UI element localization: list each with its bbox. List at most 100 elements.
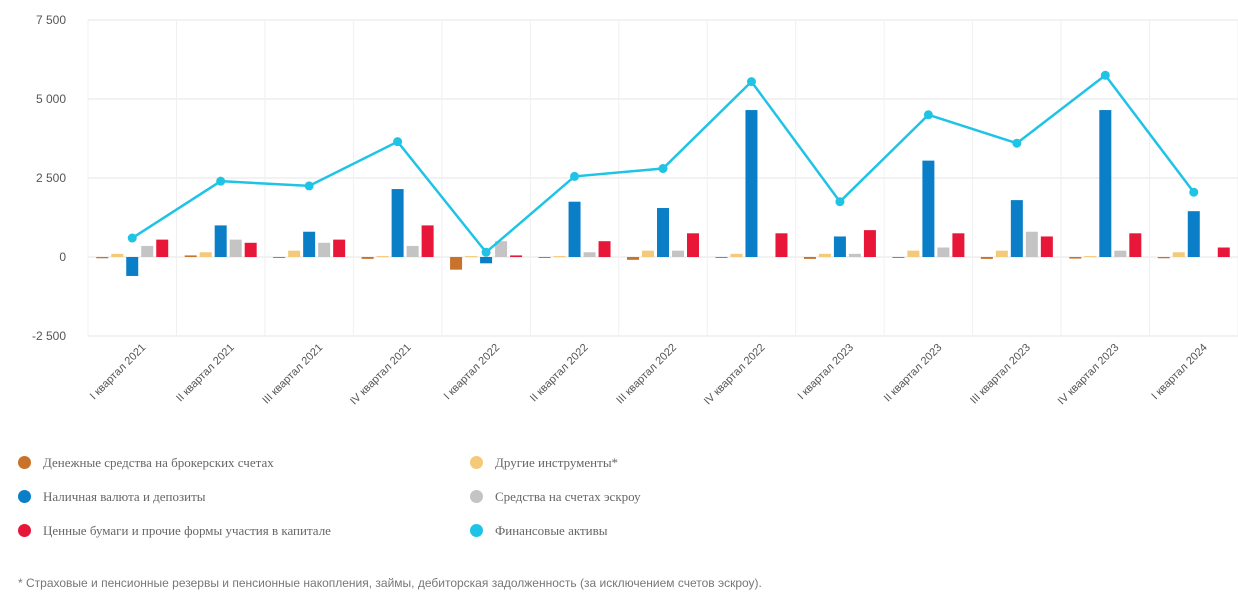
legend-label: Ценные бумаги и прочие формы участия в к… bbox=[43, 523, 331, 538]
line-point bbox=[746, 77, 756, 87]
bar bbox=[730, 253, 743, 257]
legend-label: Другие инструменты* bbox=[495, 455, 619, 470]
legend-dot bbox=[18, 456, 31, 469]
bar bbox=[96, 257, 109, 259]
legend-item-securities: Ценные бумаги и прочие формы участия в к… bbox=[18, 523, 331, 539]
bar bbox=[642, 250, 654, 257]
bar bbox=[952, 233, 965, 257]
legend-item-brokerage-cash: Денежные средства на брокерских счетах bbox=[18, 455, 274, 471]
bar bbox=[495, 241, 508, 257]
legend-dot bbox=[470, 456, 483, 469]
line-point bbox=[923, 110, 933, 120]
bar bbox=[1099, 110, 1112, 257]
bar bbox=[361, 257, 374, 259]
bar bbox=[980, 257, 993, 259]
bar bbox=[937, 247, 950, 257]
x-tick-label: III квартал 2022 bbox=[614, 342, 679, 407]
line-point bbox=[658, 164, 668, 174]
x-tick-label: I квартал 2024 bbox=[1149, 342, 1210, 403]
bar bbox=[199, 252, 212, 257]
legend-label: Денежные средства на брокерских счетах bbox=[43, 455, 274, 470]
footnote: * Страховые и пенсионные резервы и пенси… bbox=[18, 576, 762, 590]
bar bbox=[1187, 211, 1200, 257]
bar bbox=[818, 253, 831, 257]
x-tick-label: III квартал 2021 bbox=[260, 342, 325, 407]
x-tick-label: I квартал 2021 bbox=[88, 342, 149, 403]
bar bbox=[627, 257, 639, 260]
bar bbox=[538, 257, 551, 258]
bar bbox=[303, 231, 316, 257]
bars bbox=[96, 110, 1230, 276]
x-tick-label: IV квартал 2021 bbox=[348, 342, 414, 408]
chart: -2 500 0 2 500 5 000 7 500 I квартал 2021 II … bbox=[32, 13, 1238, 408]
bar bbox=[273, 257, 286, 258]
bar bbox=[1010, 200, 1023, 257]
line-point bbox=[1012, 138, 1022, 148]
bar bbox=[745, 110, 758, 257]
bar bbox=[1172, 252, 1185, 257]
bar bbox=[333, 239, 346, 257]
bar bbox=[583, 252, 596, 257]
x-axis: I квартал 2021 II квартал 2021 III квартал… bbox=[88, 342, 1210, 408]
bar bbox=[465, 256, 478, 258]
bar bbox=[803, 257, 816, 259]
legend-label: Наличная валюта и депозиты bbox=[43, 489, 206, 504]
bar bbox=[1157, 257, 1170, 259]
bar bbox=[1040, 236, 1053, 257]
line-point bbox=[216, 176, 226, 186]
y-tick-label: -2 500 bbox=[32, 329, 66, 343]
x-tick-label: I квартал 2022 bbox=[442, 342, 503, 403]
x-tick-label: II квартал 2021 bbox=[174, 342, 237, 405]
line-point bbox=[127, 233, 137, 243]
legend-dot bbox=[18, 524, 31, 537]
line-point bbox=[481, 247, 491, 257]
bar bbox=[126, 257, 139, 276]
bar bbox=[672, 250, 684, 257]
bar bbox=[480, 257, 493, 264]
line-series bbox=[127, 70, 1199, 257]
legend-item-cash-deposits: Наличная валюта и депозиты bbox=[18, 489, 206, 505]
bar bbox=[657, 208, 669, 257]
bar bbox=[1084, 256, 1097, 258]
x-tick-label: IV квартал 2023 bbox=[1056, 342, 1122, 408]
legend-label: Финансовые активы bbox=[495, 523, 608, 538]
bar bbox=[907, 250, 920, 257]
line-point bbox=[835, 197, 845, 207]
bar bbox=[863, 230, 876, 257]
bar bbox=[318, 242, 331, 257]
bar bbox=[922, 160, 935, 257]
legend-item-escrow: Средства на счетах эскроу bbox=[470, 489, 641, 505]
bar bbox=[715, 257, 728, 258]
bar bbox=[376, 256, 389, 258]
legend-dot bbox=[470, 524, 483, 537]
y-axis: -2 500 0 2 500 5 000 7 500 bbox=[32, 13, 66, 343]
x-tick-label: IV квартал 2022 bbox=[702, 342, 768, 408]
bar bbox=[1114, 250, 1127, 257]
x-tick-label: I квартал 2023 bbox=[795, 342, 856, 403]
bar bbox=[568, 201, 581, 257]
bar bbox=[553, 256, 566, 258]
bar bbox=[111, 253, 124, 257]
bar bbox=[421, 225, 434, 257]
bar bbox=[1217, 247, 1230, 257]
legend-item-financial-assets: Финансовые активы bbox=[470, 523, 608, 539]
bar bbox=[1069, 257, 1082, 259]
bar bbox=[775, 233, 788, 257]
bar bbox=[510, 255, 523, 257]
bar bbox=[391, 189, 404, 257]
bar bbox=[141, 245, 154, 257]
y-tick-label: 7 500 bbox=[36, 13, 66, 27]
bar bbox=[288, 250, 301, 257]
line-point bbox=[570, 171, 580, 181]
legend-dot bbox=[470, 490, 483, 503]
bar bbox=[244, 242, 257, 257]
y-tick-label: 2 500 bbox=[36, 171, 66, 185]
x-tick-label: III квартал 2023 bbox=[968, 342, 1033, 407]
bar bbox=[406, 245, 419, 257]
bar bbox=[892, 257, 905, 258]
chart-grid bbox=[87, 19, 1238, 337]
bar bbox=[1129, 233, 1142, 257]
y-tick-label: 0 bbox=[59, 250, 66, 264]
y-tick-label: 5 000 bbox=[36, 92, 66, 106]
legend-label: Средства на счетах эскроу bbox=[495, 489, 641, 504]
